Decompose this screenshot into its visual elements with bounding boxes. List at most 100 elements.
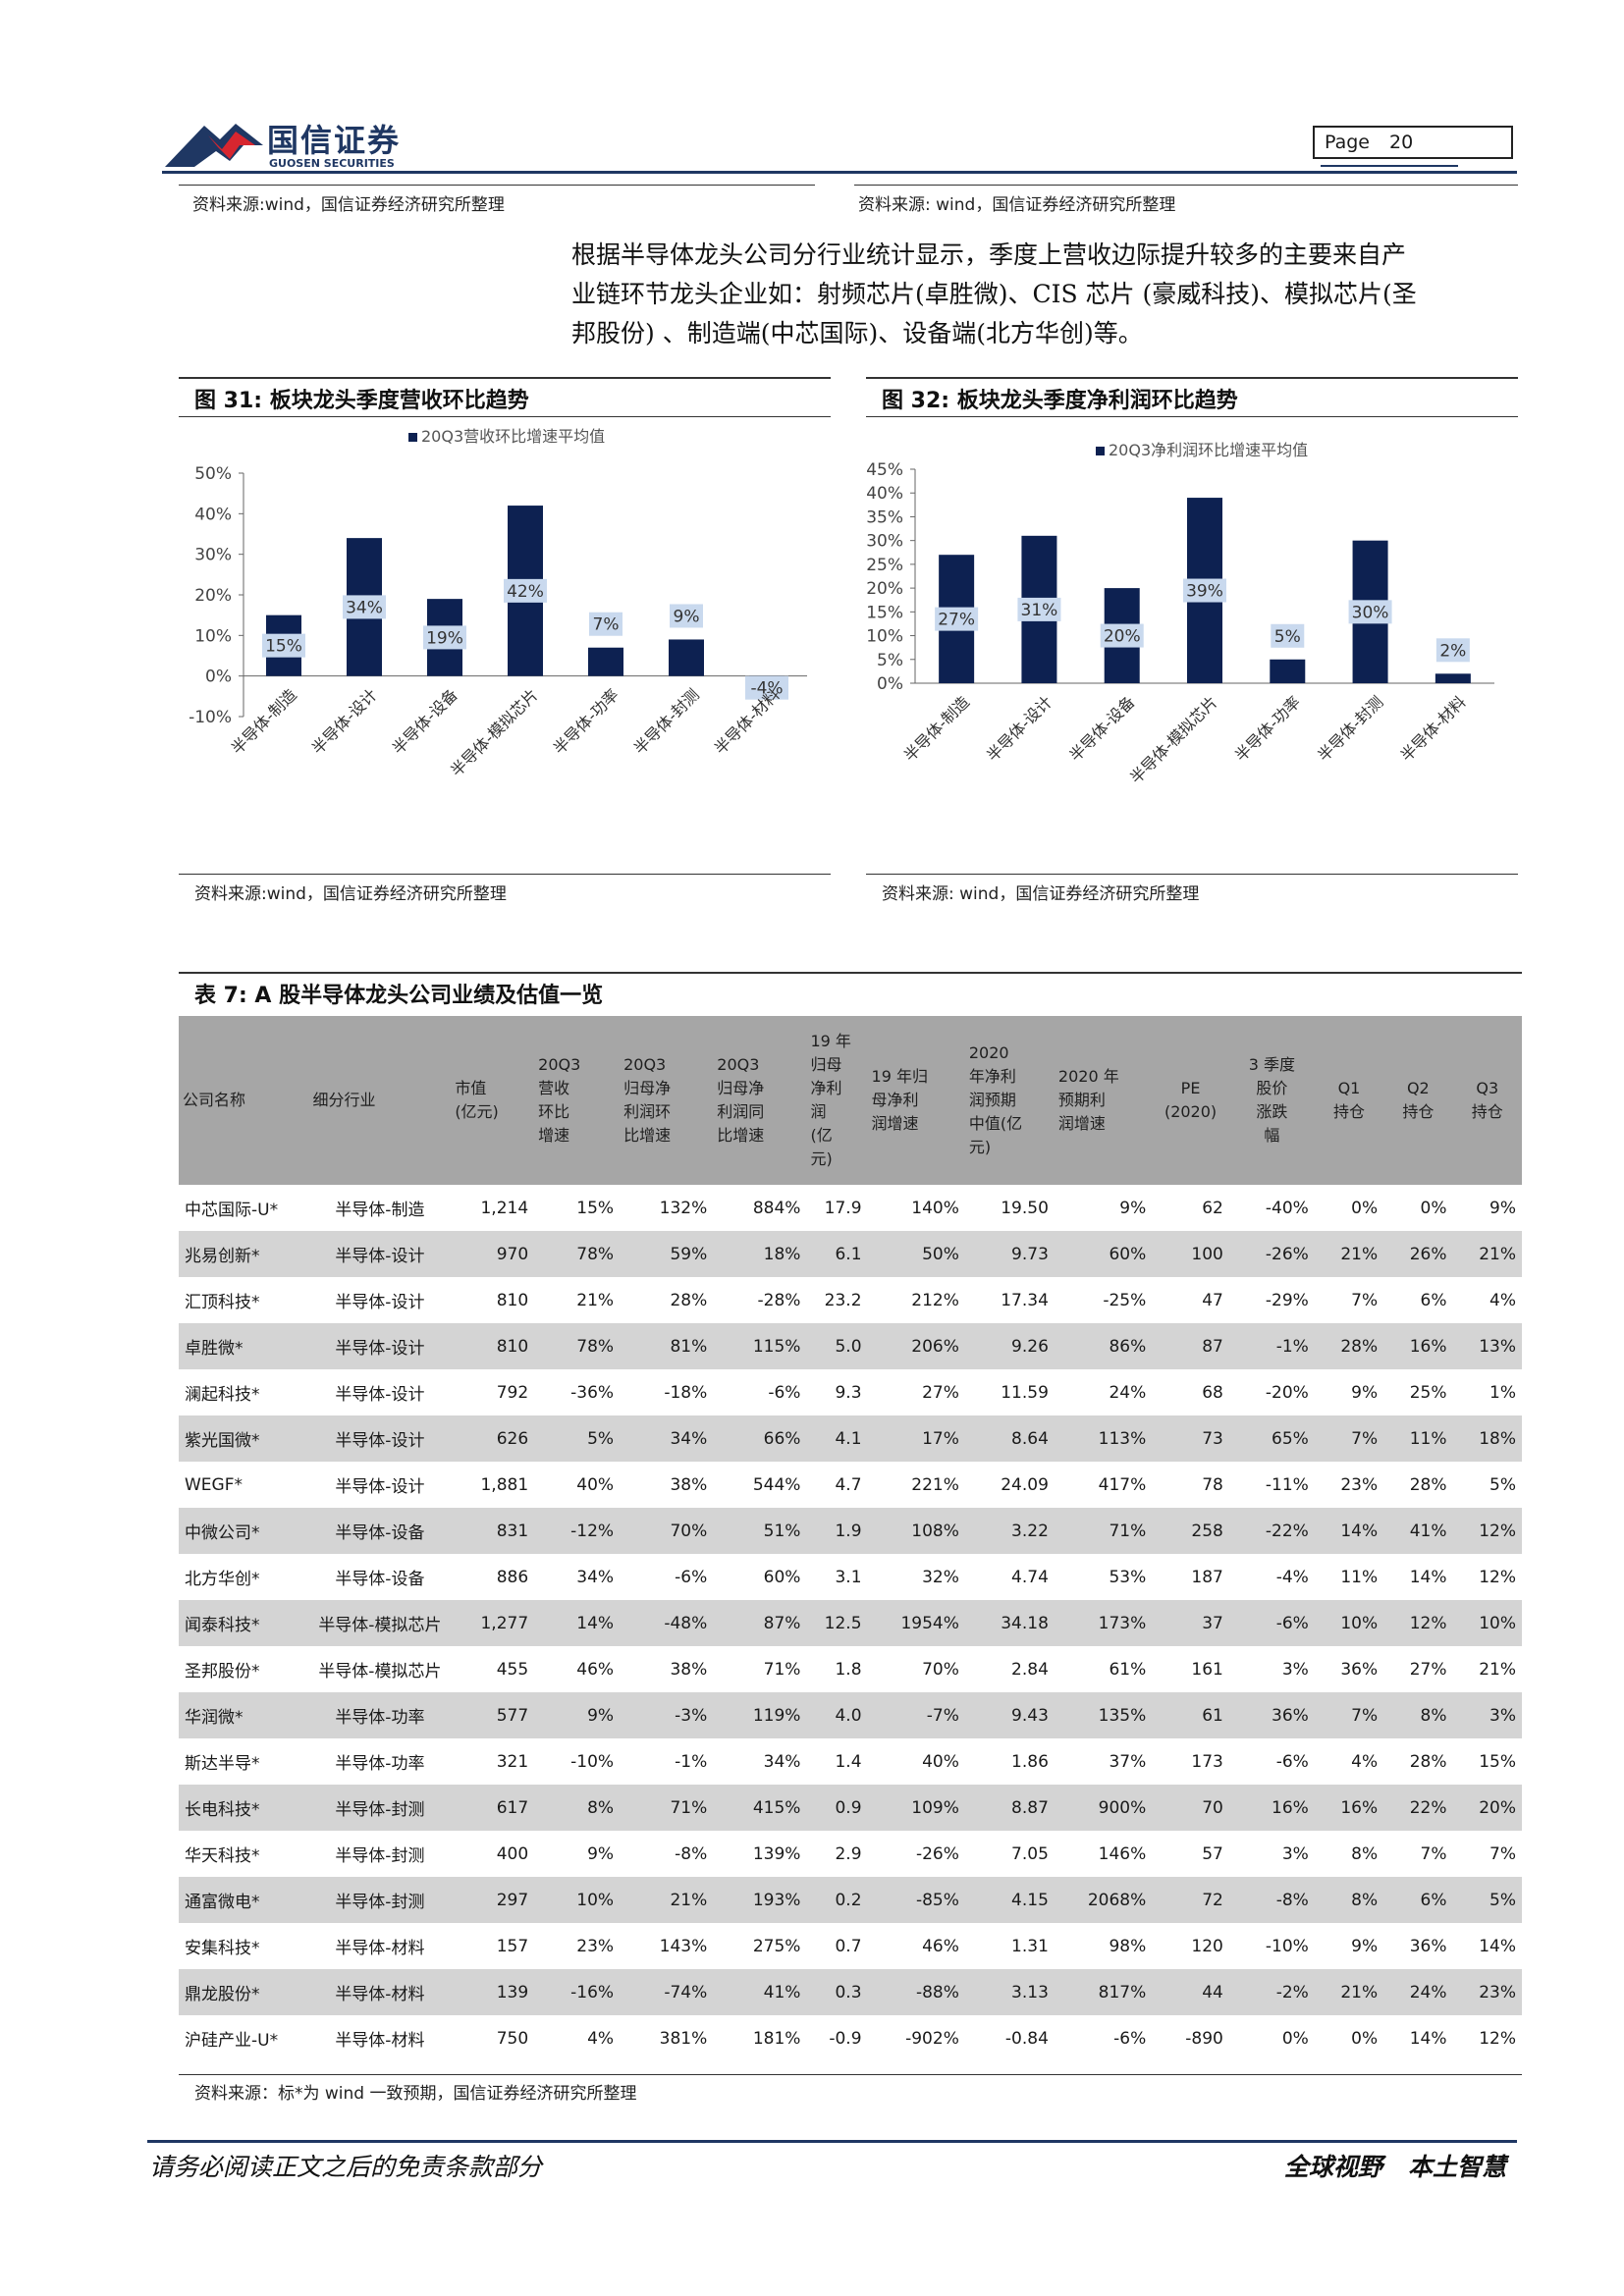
fig31-legend-swatch: [408, 433, 417, 442]
value-cell: 28%: [1409, 1751, 1447, 1772]
table-row: 安集科技* 半导体-材料 157 23% 143% 275% 0.7 46% 1.31 98% 12…: [179, 1923, 1522, 1969]
value-cell: -22%: [1228, 1508, 1315, 1554]
value-cell: -1%: [675, 1751, 708, 1772]
fig32-data-label: 31%: [1021, 601, 1058, 620]
value-cell: 146%: [1098, 1843, 1147, 1864]
value-cell: 9.73: [964, 1231, 1055, 1277]
fig31-ytick-label: 10%: [194, 626, 232, 646]
fig31-ytick-label: 40%: [194, 505, 232, 524]
value-cell: 11%: [1383, 1415, 1453, 1462]
fig32-ytick-label: 10%: [866, 627, 903, 647]
table-row: 沪硅产业-U* 半导体-材料 750 4% 381% 181% -0.9 -902% -0.84…: [179, 2015, 1522, 2061]
fig32-category-label: 半导体-设计: [983, 692, 1056, 765]
fig32-source: 资料来源: wind，国信证券经济研究所整理: [882, 884, 1200, 904]
fig31-category-label: 半导体-设计: [308, 685, 381, 758]
value-cell: 6%: [1420, 1290, 1447, 1310]
value-cell: 13%: [1452, 1323, 1522, 1369]
intro-line-2: 业链环节龙头企业如：射频芯片(卓胜微)、CIS 芯片 (豪威科技)、模拟芯片(圣: [571, 280, 1417, 308]
value-cell: 5%: [534, 1415, 621, 1462]
top-source-left: 资料来源:wind，国信证券经济研究所整理: [192, 195, 505, 215]
fig31-category-label: 半导体-封测: [630, 685, 703, 758]
company-name-cell: 安集科技*: [185, 1939, 260, 1958]
fig32-ytick-label: 30%: [866, 532, 903, 552]
value-cell: 46%: [576, 1659, 615, 1680]
value-cell: 626: [451, 1415, 535, 1462]
value-cell: 1.4: [835, 1751, 862, 1772]
table-row: 卓胜微* 半导体-设计 810 78% 81% 115% 5.0 206% 9.26 86% 87-…: [179, 1323, 1522, 1369]
value-cell: -48%: [620, 1600, 714, 1646]
table-row: 兆易创新* 半导体-设计 970 78% 59% 18% 6.1 50% 9.73 60% 100-…: [179, 1231, 1522, 1277]
value-cell: 9%: [587, 1843, 615, 1864]
value-cell: 455: [496, 1659, 529, 1680]
value-cell: 9%: [1119, 1198, 1147, 1218]
company-name-cell: 长电科技*: [179, 1785, 309, 1831]
value-cell: 34.18: [964, 1600, 1055, 1646]
value-cell: 100: [1152, 1231, 1229, 1277]
value-cell: -6%: [1113, 2028, 1147, 2049]
value-cell: 9%: [534, 1692, 621, 1738]
value-cell: 16%: [1314, 1785, 1384, 1831]
value-cell: 14%: [1479, 1936, 1516, 1956]
value-cell: 51%: [713, 1508, 807, 1554]
value-cell: 113%: [1054, 1415, 1153, 1462]
value-cell: 109%: [867, 1785, 965, 1831]
value-cell: 23.2: [824, 1290, 862, 1310]
value-cell: 24%: [1383, 1969, 1453, 2015]
value-cell: 38%: [670, 1659, 708, 1680]
value-cell: 886: [496, 1567, 529, 1587]
value-cell: 12%: [1452, 1508, 1522, 1554]
fig32-data-label-box: [1017, 597, 1061, 621]
value-cell: 4%: [1351, 1751, 1379, 1772]
value-cell: 1,277: [451, 1600, 535, 1646]
fig32-legend-swatch: [1096, 447, 1105, 455]
value-cell: 4.15: [964, 1877, 1055, 1923]
value-cell: 206%: [867, 1323, 965, 1369]
segment-cell: 半导体-设计: [308, 1323, 452, 1369]
value-cell: 4.0: [806, 1692, 868, 1738]
value-cell: 16%: [1383, 1323, 1453, 1369]
top-source-right: 资料来源: wind，国信证券经济研究所整理: [858, 195, 1176, 215]
value-cell: 10%: [1452, 1600, 1522, 1646]
company-name-cell: 卓胜微*: [179, 1323, 309, 1369]
value-cell: 34%: [763, 1751, 801, 1772]
value-cell: 7%: [1314, 1692, 1384, 1738]
table-header-cell: 19 年归 母净利 润增速: [867, 1016, 965, 1185]
value-cell: 41%: [1383, 1508, 1453, 1554]
value-cell: 9%: [1351, 1936, 1379, 1956]
value-cell: 12%: [1383, 1600, 1453, 1646]
footer-disclaimer: 请务必阅读正文之后的免责条款部分: [149, 2153, 543, 2181]
fig32-data-label: 27%: [938, 611, 975, 630]
company-name-cell: 紫光国微*: [179, 1415, 309, 1462]
value-cell: 11%: [1340, 1567, 1379, 1587]
value-cell: 15%: [576, 1198, 615, 1218]
value-cell: 32%: [922, 1567, 959, 1587]
value-cell: 10%: [534, 1877, 621, 1923]
logo-en-text: GUOSEN SECURITIES: [269, 157, 395, 170]
value-cell: 212%: [911, 1290, 959, 1310]
value-cell: 78%: [534, 1323, 621, 1369]
company-name-cell: 华天科技*: [185, 1846, 260, 1866]
value-cell: 750: [496, 2028, 529, 2049]
fig32-ytick-label: 40%: [866, 484, 903, 504]
value-cell: 792: [496, 1382, 529, 1403]
value-cell: 3%: [1281, 1659, 1309, 1680]
fig31-title-rule: [179, 416, 831, 417]
value-cell: 115%: [713, 1323, 807, 1369]
table-row: 紫光国微* 半导体-设计 626 5% 34% 66% 4.1 17% 8.64 113% 73 65…: [179, 1415, 1522, 1462]
value-cell: -29%: [1265, 1290, 1309, 1310]
fig31-source-rule: [179, 874, 831, 875]
fig31-data-label-box: [343, 595, 386, 619]
value-cell: 810: [496, 1290, 529, 1310]
fig32-data-label: 2%: [1439, 641, 1466, 661]
table-row: 中微公司* 半导体-设备 831 -12% 70% 51% 1.9 108% 3.22 71% 25…: [179, 1508, 1522, 1554]
company-name-cell: 汇顶科技*: [185, 1293, 260, 1312]
value-cell: 193%: [713, 1877, 807, 1923]
fig31-data-label: 34%: [346, 598, 383, 617]
segment-cell: 半导体-设计: [335, 1293, 425, 1312]
company-name-cell: 斯达半导*: [185, 1754, 260, 1774]
fig32-data-label-box: [1271, 623, 1305, 648]
value-cell: 181%: [752, 2028, 801, 2049]
value-cell: 25%: [1409, 1382, 1447, 1403]
fig31-ytick-label: 30%: [194, 546, 232, 565]
top-source-rule-left: [179, 185, 815, 186]
